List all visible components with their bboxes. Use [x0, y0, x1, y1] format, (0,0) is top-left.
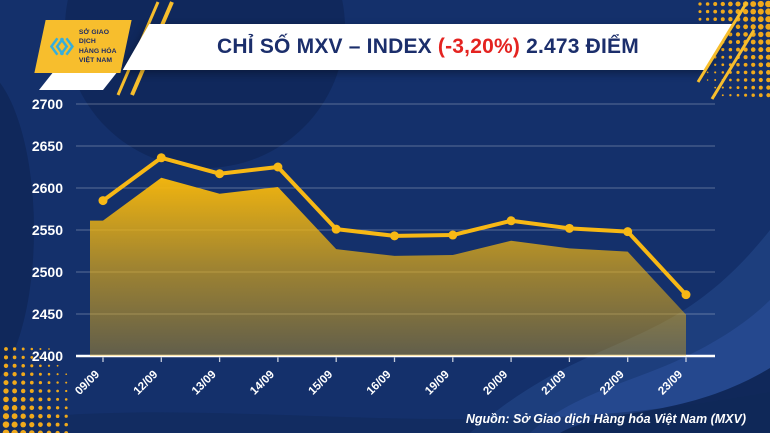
data-point-marker — [156, 153, 166, 163]
data-point-marker — [215, 169, 225, 179]
x-axis-tick-label: 19/09 — [423, 369, 452, 398]
x-axis-tick-label: 22/09 — [598, 369, 627, 398]
mxv-chevron-icon — [49, 37, 74, 56]
y-axis-tick-label: 2400 — [32, 348, 63, 364]
y-axis-tick-label: 2550 — [32, 222, 63, 238]
x-axis-tick-label: 09/09 — [73, 369, 102, 398]
x-axis-tick-label: 15/09 — [306, 369, 335, 398]
x-axis-labels: 09/09 12/09 13/09 14/09 15/09 16/09 19/09 20/09… — [73, 357, 687, 398]
x-axis-tick-label: 14/09 — [248, 369, 277, 398]
data-point-marker — [390, 231, 399, 241]
title-text: CHỈ SỐ MXV – INDEX — [217, 35, 438, 58]
data-point-marker — [564, 223, 574, 233]
area-fill — [90, 177, 686, 356]
halftone-dot-pattern-bottom-left — [2, 347, 69, 433]
y-axis-tick-label: 2600 — [32, 180, 63, 196]
title-change-value: (-3,20%) — [437, 35, 521, 58]
area-series — [90, 177, 686, 356]
x-axis-tick-label: 16/09 — [365, 369, 394, 398]
data-point-marker — [331, 224, 341, 234]
y-axis-labels: 2400 2450 2500 2550 2600 2650 2700 — [32, 96, 63, 364]
y-axis-tick-label: 2450 — [32, 306, 63, 322]
data-point-marker — [98, 196, 108, 206]
line-series — [98, 153, 691, 300]
logo-text: SỞ GIAO DỊCH HÀNG HÓA VIỆT NAM — [79, 28, 126, 65]
y-axis-tick-label: 2700 — [32, 96, 63, 112]
x-axis-tick-label: 21/09 — [540, 369, 569, 398]
chart-title: CHỈ SỐ MXV – INDEX (-3,20%) 2.473 ĐIỂM — [136, 24, 720, 70]
y-axis-tick-label: 2650 — [32, 138, 63, 154]
data-point-marker — [681, 290, 691, 300]
logo-text-line2: HÀNG HÓA — [78, 47, 117, 55]
x-axis-tick-label: 12/09 — [132, 369, 161, 398]
x-axis-tick-label: 13/09 — [190, 369, 219, 398]
y-axis-tick-label: 2500 — [32, 264, 63, 280]
data-point-marker — [273, 162, 283, 172]
source-caption: Nguồn: Sở Giao dịch Hàng hóa Việt Nam (M… — [465, 412, 746, 426]
x-axis-tick-label: 20/09 — [481, 369, 510, 398]
data-point-marker — [506, 216, 516, 226]
mxv-logo: SỞ GIAO DỊCH HÀNG HÓA VIỆT NAM — [34, 20, 132, 73]
data-point-marker — [623, 227, 633, 237]
background-waves — [0, 230, 770, 433]
logo-text-line1: SỞ GIAO DỊCH — [78, 29, 110, 46]
data-point-marker — [448, 230, 458, 240]
logo-text-line3: VIỆT NAM — [78, 56, 113, 64]
x-axis-tick-label: 23/09 — [656, 369, 685, 398]
title-points-value: 2.473 ĐIỂM — [520, 35, 639, 58]
